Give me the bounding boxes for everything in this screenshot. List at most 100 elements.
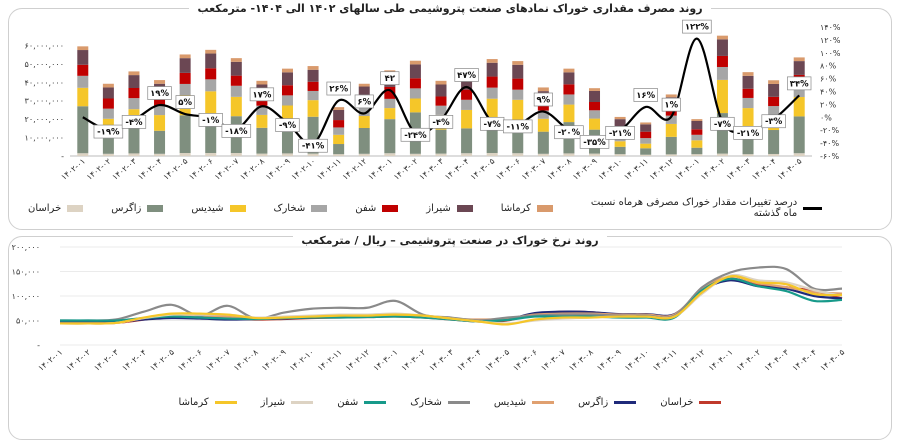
chart1-title: روند مصرف مقداری خوراک نمادهای صنعت پترو… <box>189 2 711 15</box>
data-label-box <box>354 94 374 109</box>
data-label-box <box>454 68 479 82</box>
bar-segment <box>486 98 498 119</box>
data-label: ۳۴% <box>790 79 809 89</box>
data-label-box <box>198 113 223 127</box>
y2-tick-label: -۲۰% <box>820 126 839 135</box>
data-label-box <box>121 115 147 129</box>
data-label-box <box>761 114 786 129</box>
bar-segment <box>461 128 473 154</box>
data-label-box <box>733 125 763 140</box>
legend-label: شخارک <box>410 397 442 408</box>
bar-segment <box>589 88 601 91</box>
bar-segment <box>102 153 114 156</box>
legend-line-swatch <box>364 401 387 404</box>
bar-segment <box>409 64 421 79</box>
bar-segment <box>128 75 140 88</box>
bar-segment <box>205 79 217 92</box>
feed-volume-chart: - ۱۰,۰۰۰,۰۰۰ ۲۰,۰۰۰,۰۰۰ ۳۰,۰۰۰,۰۰۰ ۴۰,۰۰۰,۰۰… <box>25 19 841 182</box>
y2-tick-label: ۰% <box>820 113 832 122</box>
bar-segment <box>589 118 601 130</box>
bar-segment <box>333 127 345 135</box>
legend-line-swatch <box>614 401 637 404</box>
legend-swatch <box>67 204 84 212</box>
data-label: ۵% <box>178 98 192 108</box>
bar-segment <box>358 106 370 117</box>
data-label: ۱۹% <box>150 89 169 99</box>
bar-segment <box>230 58 242 62</box>
bar-segment <box>435 129 447 154</box>
bar-segment <box>486 76 498 88</box>
bar-segment <box>691 140 703 148</box>
legend-item-zagros: زاگرس <box>578 397 637 408</box>
bar-segment <box>665 94 677 98</box>
bar-segment <box>665 136 677 155</box>
x-tick-label: ۱۴۰۲-۱۲ <box>341 157 369 182</box>
y-tick-label: ۵۰,۰۰۰,۰۰۰ <box>25 60 64 69</box>
bar-segment <box>691 154 703 156</box>
bar-segment <box>435 80 447 85</box>
x-tick-label: ۱۴۰۳-۰۳ <box>418 156 446 182</box>
bar-segment <box>102 83 114 88</box>
data-label: -۴% <box>125 118 143 128</box>
x-tick-label: ۱۴۰۲-۰۸ <box>238 156 266 182</box>
bar-segment <box>589 153 601 156</box>
bar-segment <box>512 89 524 100</box>
bar-segment <box>486 62 498 77</box>
bar-segment <box>691 134 703 141</box>
data-label: -۲۴% <box>404 131 427 141</box>
data-label: -۹% <box>279 121 297 131</box>
bar-segment <box>614 116 626 120</box>
data-label: -۴% <box>432 118 450 128</box>
legend-item-shiraz: شیراز <box>426 203 473 214</box>
bar-segment <box>793 61 805 75</box>
bar-segment <box>768 80 780 84</box>
bar-segment <box>614 146 626 155</box>
x-tick-label: ۱۴۰۴-۰۳ <box>725 156 753 182</box>
bar-segment <box>742 97 754 109</box>
data-label: -۲۱% <box>609 129 632 139</box>
bar-segment <box>384 86 396 99</box>
data-label-box <box>400 127 431 142</box>
bar-segment <box>384 108 396 120</box>
x-tick-label: ۱۴۰۴-۰۲ <box>699 157 727 182</box>
data-label-box <box>93 124 124 139</box>
bar-segment <box>102 108 114 119</box>
legend-item-shafan: شفن <box>337 397 387 408</box>
bar-segment <box>793 97 805 117</box>
bar-segment <box>409 98 421 113</box>
bar-segment <box>77 153 89 156</box>
bar-segment <box>537 153 549 156</box>
legend-line-swatch <box>699 401 722 404</box>
bar-segment <box>768 106 780 116</box>
bar-segment <box>793 57 805 62</box>
bar-segment <box>716 35 728 40</box>
bar-segment <box>256 153 268 156</box>
data-label: ۱% <box>664 101 678 111</box>
bar-segment <box>128 153 140 156</box>
bar-segment <box>589 90 601 103</box>
bar-segment <box>77 106 89 154</box>
legend-swatch <box>311 204 328 212</box>
legend-label: خراسان <box>660 397 694 408</box>
bar-segment <box>205 115 217 154</box>
bar-segment <box>691 147 703 155</box>
bar-segment <box>793 85 805 98</box>
bar-segment <box>77 75 89 88</box>
bar-segment <box>640 124 652 132</box>
bar-segment <box>205 49 217 54</box>
legend-item-line: درصد تغییرات مقدار خوراک مصرفی هرماه نسب… <box>581 197 822 219</box>
x-tick-label: ۱۴۰۳-۰۲ <box>392 157 420 182</box>
bar-segment <box>742 75 754 89</box>
data-label: ۱۲۲% <box>685 23 710 33</box>
data-label: -۴۱% <box>302 142 325 152</box>
y2-tick-label: -۶۰% <box>820 152 839 161</box>
bar-segment <box>768 130 780 154</box>
legend-item-shidis: شیدیس <box>494 397 555 408</box>
bar-segment <box>716 79 728 114</box>
bar-segment <box>742 108 754 127</box>
bar-segment <box>102 129 114 154</box>
bar-segment <box>691 119 703 121</box>
feed-rate-panel <box>8 236 892 440</box>
bar-segment <box>333 134 345 145</box>
bar-segment <box>307 100 319 117</box>
